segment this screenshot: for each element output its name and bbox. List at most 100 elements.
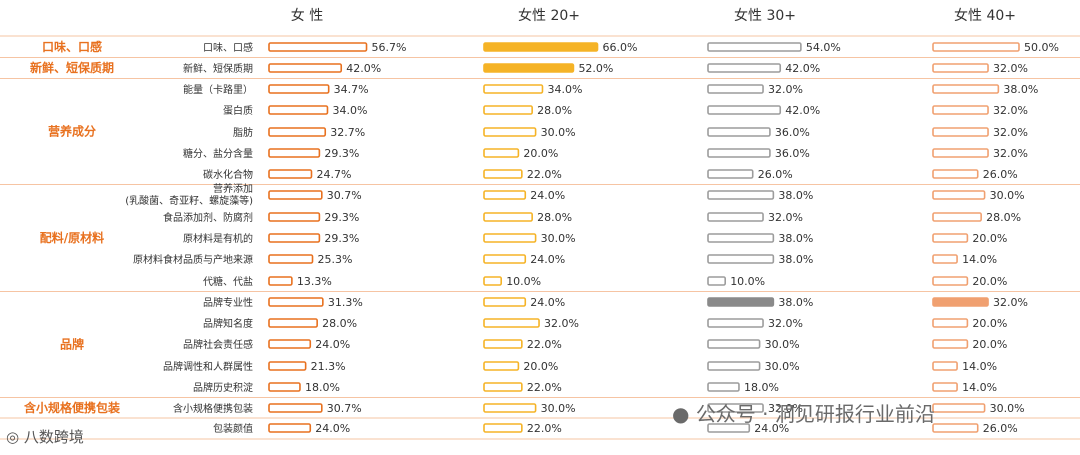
bar: [268, 403, 323, 413]
bar: [932, 148, 989, 158]
bar-value-label: 66.0%: [603, 41, 638, 54]
bar: [268, 276, 293, 286]
bar-value-label: 20.0%: [972, 317, 1007, 330]
bar: [268, 318, 318, 328]
bar-value-label: 30.0%: [990, 189, 1025, 202]
bar-value-label: 14.0%: [962, 381, 997, 394]
bar-value-label: 34.7%: [334, 83, 369, 96]
bar-value-label: 52.0%: [578, 62, 613, 75]
bar: [932, 382, 958, 392]
bar-value-label: 25.3%: [318, 253, 353, 266]
bar-value-label: 32.0%: [993, 147, 1028, 160]
bar-value-label: 50.0%: [1024, 41, 1059, 54]
bar: [707, 276, 727, 286]
bar-value-label: 18.0%: [744, 381, 779, 394]
group-label: 品牌: [60, 337, 84, 352]
group-label: 营养成分: [48, 124, 96, 139]
bar: [707, 63, 782, 73]
bar: [707, 169, 754, 179]
bar-value-label: 30.7%: [327, 402, 362, 415]
bar-value-label: 18.0%: [305, 381, 340, 394]
bar-value-label: 38.0%: [778, 253, 813, 266]
bar: [707, 254, 775, 264]
item-label: 口味、口感: [203, 41, 253, 54]
bar: [932, 361, 958, 371]
item-label: 蛋白质: [223, 104, 253, 117]
item-label: 品牌专业性: [203, 296, 253, 309]
bar-value-label: 20.0%: [523, 360, 558, 373]
wechat-icon: ●: [672, 402, 690, 426]
bar: [932, 84, 1000, 94]
bar: [707, 42, 802, 52]
bar: [268, 233, 321, 243]
bar: [707, 423, 751, 433]
wechat-watermark: ● 公众号 · 洞见研报行业前沿: [672, 398, 935, 427]
bar: [932, 190, 986, 200]
bar-value-label: 24.0%: [315, 422, 350, 435]
bar-value-label: 26.0%: [983, 422, 1018, 435]
bar: [268, 297, 324, 307]
bar-value-label: 32.0%: [993, 104, 1028, 117]
bar: [707, 382, 740, 392]
bar: [707, 84, 764, 94]
bar: [932, 169, 979, 179]
bar-value-label: 32.7%: [330, 126, 365, 139]
bar-value-label: 14.0%: [962, 253, 997, 266]
bar: [268, 148, 321, 158]
bar: [483, 169, 523, 179]
bar-value-label: 10.0%: [506, 275, 541, 288]
bar-value-label: 56.7%: [372, 41, 407, 54]
bar: [483, 297, 527, 307]
bar-value-label: 14.0%: [962, 360, 997, 373]
bar: [483, 233, 537, 243]
bar: [268, 63, 343, 73]
bar-value-label: 30.0%: [990, 402, 1025, 415]
bar-value-label: 29.3%: [324, 147, 359, 160]
item-label: 含小规格便携包装: [173, 402, 253, 415]
bar-value-label: 31.3%: [328, 296, 363, 309]
group-label: 新鲜、短保质期: [30, 60, 114, 75]
bar: [707, 212, 764, 222]
bar: [483, 127, 537, 137]
bar-value-label: 21.3%: [311, 360, 346, 373]
bar: [932, 42, 1020, 52]
bar: [483, 254, 527, 264]
bar: [932, 403, 986, 413]
bar: [483, 403, 537, 413]
bar: [707, 233, 775, 243]
bar: [483, 276, 503, 286]
bar-value-label: 32.0%: [768, 402, 803, 415]
item-label: (乳酸菌、奇亚籽、螺旋藻等): [125, 194, 253, 207]
bar: [932, 127, 989, 137]
bar-value-label: 42.0%: [785, 62, 820, 75]
bar: [483, 148, 520, 158]
group-label: 配料/原材料: [40, 230, 104, 245]
bar: [268, 190, 323, 200]
bar-value-label: 30.7%: [327, 189, 362, 202]
bar: [707, 148, 771, 158]
bar-value-label: 32.0%: [768, 83, 803, 96]
item-label: 糖分、盐分含量: [183, 147, 253, 160]
bar: [932, 276, 969, 286]
bar: [483, 423, 523, 433]
bar-value-label: 30.0%: [765, 338, 800, 351]
bar-value-label: 20.0%: [972, 275, 1007, 288]
bar: [707, 339, 761, 349]
series-header: 女性 20+: [518, 7, 580, 24]
bar-value-label: 30.0%: [765, 360, 800, 373]
bar: [268, 361, 307, 371]
bar-value-label: 32.0%: [768, 211, 803, 224]
item-label: 营养添加: [213, 182, 253, 195]
bar: [483, 212, 533, 222]
bar: [932, 105, 989, 115]
logo-icon: ◎: [6, 428, 20, 446]
bar-value-label: 22.0%: [527, 422, 562, 435]
group-label: 含小规格便携包装: [24, 400, 120, 415]
bar: [483, 63, 575, 73]
item-label: 代糖、代盐: [203, 275, 253, 288]
bar: [932, 254, 958, 264]
bar: [707, 403, 764, 413]
bar-value-label: 20.0%: [972, 232, 1007, 245]
bar: [932, 297, 989, 307]
